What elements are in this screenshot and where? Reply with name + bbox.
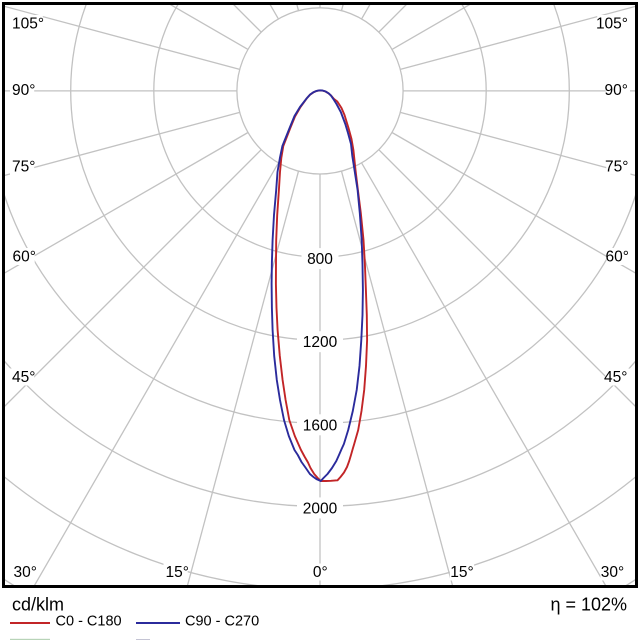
svg-text:75°: 75°: [12, 159, 35, 176]
svg-text:45°: 45°: [12, 369, 35, 386]
svg-text:75°: 75°: [605, 159, 628, 176]
svg-text:2000: 2000: [303, 500, 338, 517]
svg-text:C0 - C180: C0 - C180: [56, 614, 122, 630]
svg-text:1200: 1200: [303, 334, 338, 351]
svg-text:C90 - C270: C90 - C270: [185, 614, 259, 630]
svg-text:60°: 60°: [13, 249, 36, 266]
svg-text:800: 800: [307, 251, 333, 268]
svg-text:1600: 1600: [303, 417, 338, 434]
svg-text:15°: 15°: [450, 564, 473, 581]
svg-text:30°: 30°: [601, 564, 624, 581]
svg-text:60°: 60°: [606, 249, 629, 266]
svg-text:cd/klm: cd/klm: [12, 595, 64, 615]
svg-text:0°: 0°: [313, 564, 328, 581]
svg-text:90°: 90°: [605, 82, 628, 99]
svg-text:η = 102%: η = 102%: [550, 595, 627, 615]
svg-text:30°: 30°: [14, 564, 37, 581]
svg-text:105°: 105°: [12, 16, 44, 33]
svg-text:90°: 90°: [12, 82, 35, 99]
svg-text:105°: 105°: [596, 16, 628, 33]
svg-text:15°: 15°: [166, 564, 189, 581]
svg-text:45°: 45°: [604, 369, 627, 386]
